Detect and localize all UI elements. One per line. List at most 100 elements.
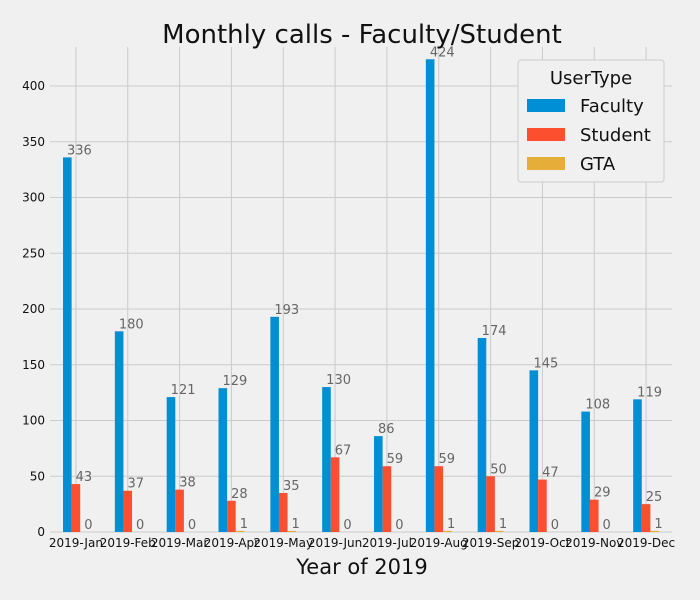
data-label: 0: [188, 518, 196, 533]
bar-faculty: [218, 388, 228, 532]
bar-faculty: [270, 316, 279, 532]
bar-student: [538, 479, 547, 532]
bar-student: [382, 466, 392, 532]
data-labels: 3364301803701213801292811933511306708659…: [67, 45, 663, 533]
y-tick-label: 150: [22, 358, 45, 372]
bar-gta: [443, 530, 452, 532]
x-tick-label: 2019-May: [253, 536, 313, 550]
data-label: 67: [335, 443, 352, 458]
bar-student: [641, 504, 651, 532]
data-label: 1: [447, 517, 455, 532]
x-tick-label: 2019-Jan: [49, 536, 103, 550]
x-tick-label: 2019-Jun: [308, 536, 362, 550]
bar-faculty: [477, 338, 487, 532]
data-label: 1: [292, 517, 300, 532]
bar-faculty: [529, 370, 539, 532]
data-label: 119: [637, 385, 662, 400]
bar-student: [71, 484, 81, 532]
legend: UserType Faculty Student GTA: [517, 59, 665, 183]
data-label: 121: [171, 383, 196, 398]
data-label: 25: [646, 490, 663, 505]
y-tick-label: 100: [22, 414, 45, 428]
bar-gta: [287, 530, 297, 532]
bar-gta: [650, 530, 659, 532]
data-label: 43: [76, 470, 93, 485]
data-label: 0: [603, 518, 611, 533]
bar-student: [123, 490, 133, 532]
data-label: 145: [534, 356, 559, 371]
y-axis-ticks: 0 50 100 150 200 250 300 350 400: [22, 79, 45, 539]
data-label: 1: [654, 517, 662, 532]
legend-label-faculty: Faculty: [580, 96, 644, 117]
x-tick-label: 2019-Aug: [410, 536, 468, 550]
x-tick-label: 2019-Oct: [514, 536, 570, 550]
bar-gta: [235, 530, 245, 532]
x-tick-label: 2019-Apr: [204, 536, 259, 550]
data-label: 0: [551, 518, 559, 533]
data-label: 35: [283, 479, 300, 494]
chart-title: Monthly calls - Faculty/Student: [162, 20, 562, 50]
bar-faculty: [322, 387, 331, 532]
legend-label-student: Student: [580, 125, 651, 146]
legend-label-gta: GTA: [580, 154, 616, 175]
x-tick-label: 2019-Mar: [151, 536, 209, 550]
data-label: 59: [387, 452, 404, 467]
bar-faculty: [633, 399, 642, 532]
data-label: 0: [136, 518, 144, 533]
data-label: 108: [585, 398, 610, 413]
bar-faculty: [581, 411, 590, 532]
bar-faculty: [63, 157, 72, 532]
legend-swatch-faculty: [527, 99, 565, 112]
data-label: 174: [482, 324, 507, 339]
bar-student: [330, 457, 340, 532]
x-tick-label: 2019-Nov: [565, 536, 623, 550]
y-tick-label: 400: [22, 79, 45, 93]
data-label: 0: [395, 518, 403, 533]
data-label: 59: [438, 452, 455, 467]
legend-box: [517, 59, 665, 183]
data-label: 47: [542, 466, 559, 481]
bar-faculty: [374, 436, 383, 532]
y-tick-label: 250: [22, 246, 45, 260]
x-tick-label: 2019-Jul: [362, 536, 412, 550]
x-tick-label: 2019-Feb: [100, 536, 156, 550]
legend-swatch-student: [527, 128, 565, 141]
bar-faculty: [114, 331, 124, 532]
y-tick-label: 200: [22, 302, 45, 316]
bar-faculty: [425, 59, 435, 532]
bar-student: [227, 500, 236, 532]
bar-gta: [494, 530, 504, 532]
y-tick-label: 50: [30, 469, 45, 483]
bar-student: [589, 499, 599, 532]
bars: [63, 59, 659, 532]
legend-title: UserType: [550, 68, 632, 89]
y-tick-label: 350: [22, 135, 45, 149]
data-label: 130: [326, 373, 351, 388]
data-label: 0: [84, 518, 92, 533]
data-label: 0: [343, 518, 351, 533]
data-label: 38: [179, 476, 196, 491]
x-tick-label: 2019-Dec: [617, 536, 675, 550]
data-label: 424: [430, 45, 455, 60]
data-label: 193: [274, 303, 299, 318]
data-label: 37: [127, 477, 144, 492]
data-label: 1: [499, 517, 507, 532]
data-label: 1: [240, 517, 248, 532]
data-label: 28: [231, 487, 248, 502]
x-axis-ticks: 2019-Jan2019-Feb2019-Mar2019-Apr2019-May…: [49, 536, 675, 550]
data-label: 86: [378, 422, 395, 437]
legend-swatch-gta: [527, 157, 565, 170]
x-axis-label: Year of 2019: [295, 555, 428, 579]
bar-faculty: [166, 397, 176, 532]
x-tick-label: 2019-Sep: [462, 536, 520, 550]
y-tick-label: 0: [37, 525, 45, 539]
bar-student: [175, 489, 184, 532]
bar-student: [278, 492, 288, 532]
bar-student: [434, 466, 444, 532]
bar-student: [486, 476, 495, 532]
y-tick-label: 300: [22, 191, 45, 205]
data-label: 180: [119, 317, 144, 332]
data-label: 29: [594, 486, 611, 501]
data-label: 129: [223, 374, 248, 389]
